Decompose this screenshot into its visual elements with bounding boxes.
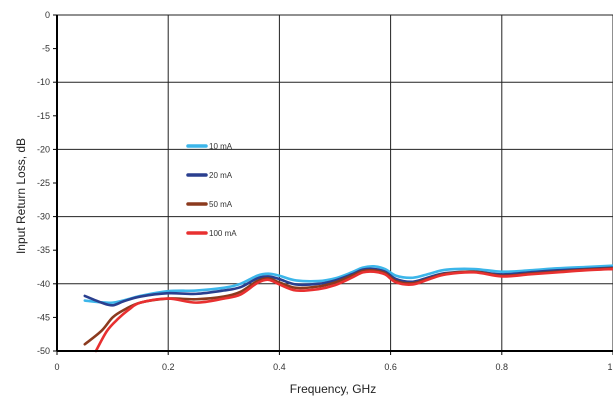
legend-label-100-ma: 100 mA	[209, 229, 237, 238]
series-line-10-ma	[83, 264, 613, 305]
x-tick-label: 0.8	[496, 362, 509, 372]
y-tick-label: -50	[37, 346, 50, 356]
y-tick-label: -25	[37, 178, 50, 188]
y-tick-label: -45	[37, 312, 50, 322]
y-tick-label: 0	[45, 10, 50, 20]
y-tick-label: -10	[37, 77, 50, 87]
tick-labels: 0 -5 -10 -15 -20 -25 -30 -35 -40 -45 -50 0 0.2 0.4 0.6…	[37, 10, 613, 372]
legend-label-20-ma: 20 mA	[209, 171, 233, 180]
legend-label-10-ma: 10 mA	[209, 142, 233, 151]
x-tick-label: 1	[607, 362, 612, 372]
y-tick-label: -30	[37, 212, 50, 222]
y-tick-label: -40	[37, 279, 50, 289]
plot-background	[57, 15, 613, 351]
y-tick-label: -20	[37, 144, 50, 154]
y-axis-title: Input Return Loss, dB	[14, 138, 28, 254]
axes	[53, 14, 613, 355]
x-tick-label: 0	[54, 362, 59, 372]
legend: 10 mA 20 mA 50 mA 100 mA	[186, 142, 237, 238]
x-axis-title: Frequency, GHz	[290, 382, 376, 396]
y-tick-label: -5	[42, 44, 50, 54]
x-tick-label: 0.2	[162, 362, 175, 372]
legend-label-50-ma: 50 mA	[209, 200, 233, 209]
y-tick-label: -15	[37, 111, 50, 121]
x-tick-label: 0.4	[273, 362, 286, 372]
series-layer	[83, 264, 613, 353]
y-tick-label: -35	[37, 245, 50, 255]
plot-area	[57, 15, 613, 351]
x-tick-label: 0.6	[384, 362, 397, 372]
series-line-100-ma	[94, 267, 613, 353]
